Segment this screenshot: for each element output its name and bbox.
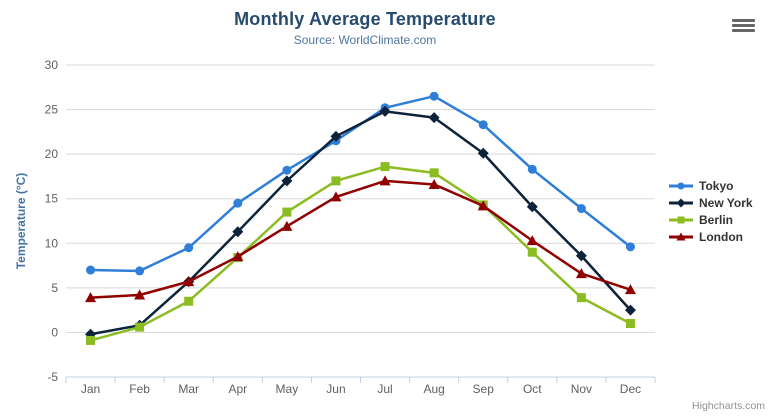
point-new-york-nov[interactable] — [575, 250, 587, 262]
point-new-york-jun[interactable] — [330, 130, 342, 142]
point-berlin-mar[interactable] — [184, 296, 194, 306]
x-axis-tick-label: Jul — [377, 382, 392, 396]
hamburger-bar — [732, 18, 755, 22]
point-new-york-dec[interactable] — [624, 304, 636, 316]
x-axis-tick-label: Apr — [228, 382, 247, 396]
point-berlin-jan[interactable] — [86, 335, 96, 345]
point-berlin-jun[interactable] — [331, 176, 341, 186]
legend-marker-london[interactable] — [676, 232, 686, 240]
point-london-jan[interactable] — [85, 292, 97, 303]
series-line-tokyo[interactable] — [89, 94, 632, 273]
legend-item-berlin[interactable]: Berlin — [668, 211, 753, 228]
point-new-york-may[interactable] — [281, 175, 293, 187]
x-axis-tick-label: Feb — [129, 382, 150, 396]
x-axis-tick-label: Mar — [178, 382, 199, 396]
legend-label: New York — [699, 195, 753, 210]
x-axis-tick-label: Oct — [523, 382, 542, 396]
series-line-london[interactable] — [89, 179, 632, 299]
point-new-york-sep[interactable] — [477, 147, 489, 159]
y-axis-tick-label: 15 — [45, 192, 59, 206]
point-berlin-nov[interactable] — [576, 293, 586, 303]
point-london-dec[interactable] — [624, 284, 636, 295]
point-berlin-feb[interactable] — [135, 322, 145, 332]
x-axis-tick-label: Sep — [473, 382, 495, 396]
legend-item-london[interactable]: London — [668, 228, 753, 245]
point-london-sep[interactable] — [477, 200, 489, 211]
legend-item-new-york[interactable]: New York — [668, 194, 753, 211]
y-axis-tick-label: 30 — [45, 58, 59, 72]
chart-title: Monthly Average Temperature — [234, 9, 496, 29]
legend-item-tokyo[interactable]: Tokyo — [668, 177, 753, 194]
x-axis-tick-label: Aug — [423, 382, 444, 396]
point-tokyo-aug[interactable] — [429, 91, 439, 101]
hamburger-bar — [732, 28, 755, 32]
point-tokyo-nov[interactable] — [576, 204, 586, 214]
x-axis-tick-label: Dec — [620, 382, 641, 396]
series-london — [85, 175, 636, 303]
point-tokyo-dec[interactable] — [625, 242, 635, 252]
legend-label: Tokyo — [699, 178, 734, 193]
x-axis-tick-label: Jan — [81, 382, 100, 396]
point-new-york-jul[interactable] — [379, 105, 391, 117]
point-london-nov[interactable] — [575, 268, 587, 279]
legend-marker-new-york[interactable] — [676, 198, 686, 207]
point-london-jul[interactable] — [379, 175, 391, 186]
legend-symbol-diamond-icon — [669, 198, 693, 207]
y-axis-tick-label: -5 — [47, 370, 58, 384]
point-london-feb[interactable] — [134, 289, 146, 300]
point-tokyo-apr[interactable] — [233, 198, 243, 208]
legend-symbol-triangle-icon — [669, 232, 693, 240]
credits-link[interactable]: Highcharts.com — [692, 400, 765, 412]
y-axis-title: Temperature (°C) — [14, 173, 28, 270]
series-line-berlin[interactable] — [89, 165, 632, 342]
legend: Tokyo New York Berlin London — [668, 177, 753, 245]
y-axis-tick-label: 25 — [45, 103, 59, 117]
point-london-may[interactable] — [281, 220, 293, 231]
series-tokyo — [86, 91, 635, 276]
y-axis-tick-label: 0 — [51, 325, 58, 339]
y-axis-tick-label: 10 — [45, 236, 59, 250]
point-berlin-may[interactable] — [282, 207, 292, 217]
series-line-new-york[interactable] — [89, 110, 632, 336]
point-london-aug[interactable] — [428, 178, 440, 189]
legend-label: London — [699, 229, 743, 244]
point-berlin-aug[interactable] — [429, 168, 439, 178]
point-tokyo-sep[interactable] — [478, 120, 488, 130]
legend-label: Berlin — [699, 212, 734, 227]
point-london-mar[interactable] — [183, 276, 195, 287]
hamburger-menu-icon[interactable] — [729, 14, 759, 36]
x-axis-tick-label: Jun — [326, 382, 345, 396]
legend-marker-tokyo[interactable] — [677, 182, 685, 189]
point-tokyo-jan[interactable] — [86, 265, 96, 275]
y-axis-tick-label: 5 — [51, 281, 58, 295]
point-tokyo-feb[interactable] — [135, 266, 145, 276]
point-tokyo-may[interactable] — [282, 165, 292, 175]
legend-symbol-circle-icon — [669, 182, 693, 189]
point-tokyo-mar[interactable] — [184, 243, 194, 253]
point-london-oct[interactable] — [526, 235, 538, 246]
hamburger-bar — [732, 23, 755, 27]
legend-symbol-square-icon — [669, 216, 693, 223]
point-london-apr[interactable] — [232, 251, 244, 262]
legend-marker-berlin[interactable] — [677, 216, 685, 223]
point-new-york-oct[interactable] — [526, 201, 538, 213]
y-axis-tick-label: 20 — [45, 147, 59, 161]
x-axis-tick-label: May — [276, 382, 299, 396]
point-new-york-aug[interactable] — [428, 112, 440, 124]
point-berlin-jul[interactable] — [380, 162, 390, 172]
point-new-york-apr[interactable] — [232, 226, 244, 238]
point-berlin-dec[interactable] — [625, 319, 635, 329]
series-new-york — [85, 105, 636, 340]
point-london-jun[interactable] — [330, 191, 342, 202]
x-axis-tick-label: Nov — [571, 382, 592, 396]
chart-subtitle: Source: WorldClimate.com — [293, 33, 437, 47]
point-berlin-oct[interactable] — [527, 247, 537, 257]
point-tokyo-oct[interactable] — [527, 164, 537, 174]
